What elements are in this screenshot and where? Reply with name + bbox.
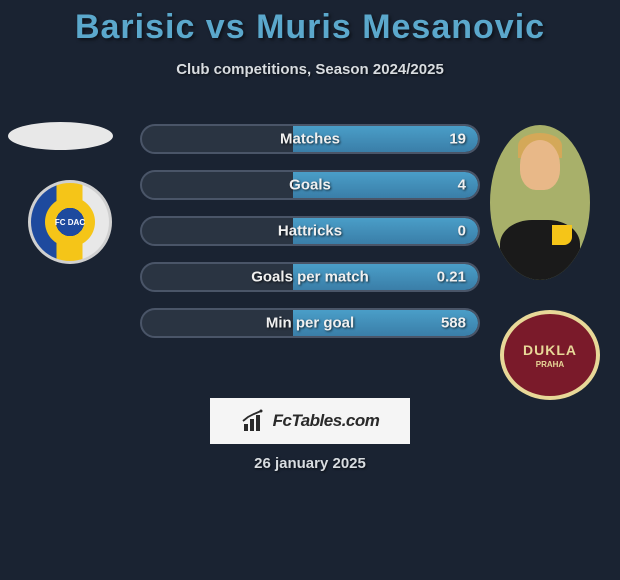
stat-value: 4 bbox=[458, 177, 466, 194]
player-right-avatar bbox=[490, 125, 590, 280]
stat-value: 0 bbox=[458, 223, 466, 240]
stat-label: Hattricks bbox=[278, 223, 342, 240]
stat-row-goals: Goals 4 bbox=[140, 170, 480, 200]
club-right-city: PRAHA bbox=[536, 360, 564, 369]
avatar-collar bbox=[552, 225, 572, 245]
fctables-logo-box: FcTables.com bbox=[210, 398, 410, 444]
page-subtitle: Club competitions, Season 2024/2025 bbox=[0, 61, 620, 78]
avatar-head bbox=[520, 140, 560, 190]
page-title: Barisic vs Muris Mesanovic bbox=[0, 0, 620, 47]
player-left-avatar bbox=[8, 122, 113, 150]
stats-container: Matches 19 Goals 4 Hattricks 0 Goals per… bbox=[140, 124, 480, 354]
fctables-logo-text: FcTables.com bbox=[273, 411, 380, 431]
stat-label: Min per goal bbox=[266, 315, 354, 332]
stat-label: Goals per match bbox=[251, 269, 369, 286]
club-right-badge: DUKLA PRAHA bbox=[500, 310, 600, 400]
club-right-name: DUKLA bbox=[523, 342, 577, 358]
club-left-badge: FC DAC bbox=[28, 180, 112, 264]
stat-row-mpg: Min per goal 588 bbox=[140, 308, 480, 338]
club-left-badge-inner: FC DAC bbox=[45, 197, 95, 247]
stat-label: Goals bbox=[289, 177, 331, 194]
date-text: 26 january 2025 bbox=[0, 455, 620, 472]
stat-row-matches: Matches 19 bbox=[140, 124, 480, 154]
chart-icon bbox=[241, 408, 267, 434]
stat-value: 19 bbox=[449, 131, 466, 148]
stat-row-gpm: Goals per match 0.21 bbox=[140, 262, 480, 292]
stat-value: 588 bbox=[441, 315, 466, 332]
stat-label: Matches bbox=[280, 131, 340, 148]
stat-value: 0.21 bbox=[437, 269, 466, 286]
stat-row-hattricks: Hattricks 0 bbox=[140, 216, 480, 246]
